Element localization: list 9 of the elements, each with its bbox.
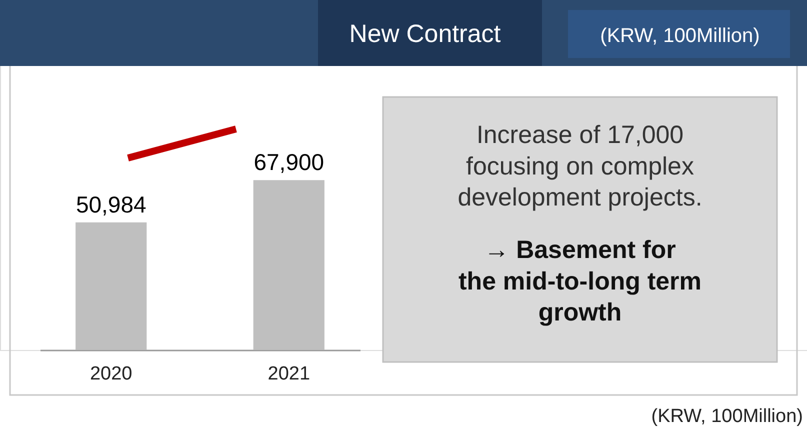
text: (KRW, 100Million) <box>651 406 803 427</box>
text: (KRW, 100Million) <box>600 25 760 47</box>
data-label: 67,900 <box>254 149 324 176</box>
x-tick-label: 2021 <box>268 364 310 384</box>
data-label: 50,984 <box>76 191 146 218</box>
x-tick-label: 2020 <box>90 364 132 384</box>
text: New Contract <box>349 20 501 48</box>
text: → Basement for the mid-to-long term growth <box>458 236 702 326</box>
text: Increase of 17,000 focusing on complex development projects. <box>458 121 702 212</box>
